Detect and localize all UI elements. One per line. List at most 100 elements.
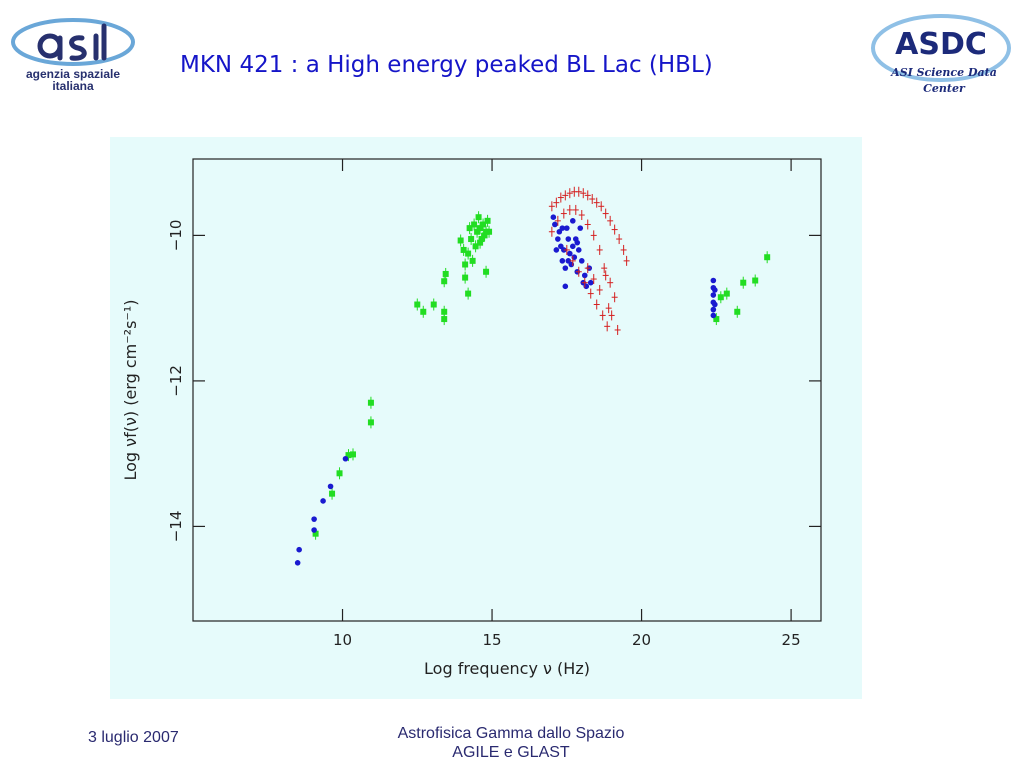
data-point-green — [414, 298, 421, 311]
data-point-red — [553, 197, 560, 208]
data-point-red — [604, 321, 611, 332]
asi-logo-orbit — [11, 18, 135, 66]
data-point-red — [584, 190, 591, 201]
x-axis-label: Log frequency ν (Hz) — [424, 659, 590, 678]
points-layer — [294, 186, 771, 566]
data-point-red — [599, 310, 606, 321]
data-point-green — [764, 251, 771, 264]
data-point-red — [611, 292, 618, 303]
data-point-green — [468, 233, 475, 246]
data-point-blue — [294, 559, 301, 566]
data-point-green — [430, 298, 437, 311]
y-tick-label: −14 — [167, 511, 185, 543]
data-point-red — [608, 310, 615, 321]
data-point-blue — [565, 236, 572, 242]
data-point-red — [601, 263, 608, 274]
data-point-green — [349, 448, 356, 461]
data-point-green — [442, 267, 449, 280]
asi-logo-letters — [37, 23, 107, 61]
data-point-green — [480, 218, 487, 231]
data-point-blue — [574, 239, 581, 246]
data-point-red — [557, 192, 564, 203]
data-point-red — [566, 204, 573, 215]
footer-course-line-1: Astrofisica Gamma dallo Spazio — [397, 725, 625, 742]
data-point-red — [569, 255, 576, 266]
data-point-green — [367, 416, 374, 429]
data-point-red — [602, 208, 609, 219]
data-point-red — [587, 288, 594, 299]
data-point-green — [723, 287, 730, 300]
data-point-red — [581, 277, 588, 288]
data-point-red — [575, 186, 582, 197]
data-point-green — [483, 265, 490, 278]
data-point-red — [560, 208, 567, 219]
footer-date: 3 luglio 2007 — [88, 729, 179, 746]
data-point-blue — [710, 306, 717, 313]
plot-frame — [192, 158, 822, 622]
data-point-red — [614, 324, 621, 335]
data-point-green — [478, 233, 485, 246]
data-point-red — [616, 234, 623, 245]
data-point-blue — [564, 225, 570, 231]
data-point-blue — [712, 301, 718, 308]
data-point-blue — [577, 225, 584, 231]
asi-logo-line-2: italiana — [52, 79, 94, 93]
data-point-blue — [559, 258, 566, 264]
data-point-blue — [296, 546, 302, 553]
x-tick-label: 25 — [782, 631, 801, 649]
data-point-blue — [587, 279, 594, 286]
data-point-red — [563, 244, 570, 255]
data-point-red — [602, 270, 609, 281]
data-point-red — [589, 194, 596, 205]
data-point-red — [593, 197, 600, 208]
data-point-blue — [575, 247, 582, 253]
data-point-green — [345, 449, 352, 462]
data-point-blue — [569, 243, 576, 250]
data-point-red — [548, 226, 555, 237]
data-point-green — [475, 211, 482, 224]
data-point-red — [590, 230, 597, 241]
footer-course: Astrofisica Gamma dallo Spazio AGILE e G… — [350, 724, 672, 762]
data-point-blue — [555, 236, 561, 242]
data-point-red — [611, 224, 618, 235]
footer-course-line-2: AGILE e GLAST — [452, 744, 570, 761]
y-axis-label: Log νf(ν) (erg cm⁻²s⁻¹) — [121, 299, 140, 480]
asi-logo: agenzia spaziale italiana — [11, 18, 135, 93]
data-point-blue — [320, 498, 326, 504]
data-point-red — [593, 299, 600, 310]
y-tick-label: −12 — [167, 365, 185, 397]
data-point-red — [554, 215, 561, 226]
data-point-green — [367, 396, 374, 409]
data-point-red — [572, 204, 579, 215]
data-point-green — [441, 313, 448, 326]
sed-plot-panel: 10 15 20 25 −10 −12 −14 Log frequency ν (Hz) L… — [110, 137, 862, 699]
data-point-red — [562, 190, 569, 201]
data-point-blue — [562, 265, 569, 271]
data-point-red — [596, 284, 603, 295]
data-point-blue — [710, 292, 717, 298]
data-point-green — [465, 247, 472, 260]
data-point-blue — [311, 527, 317, 533]
data-point-green — [460, 243, 467, 256]
data-point-green — [471, 218, 478, 231]
data-point-blue — [581, 272, 588, 279]
data-point-red — [620, 244, 627, 255]
data-point-blue — [710, 277, 717, 284]
data-point-red — [566, 188, 573, 199]
data-point-blue — [569, 218, 576, 224]
data-point-red — [584, 219, 591, 230]
data-point-green — [462, 258, 469, 271]
data-point-blue — [327, 483, 334, 490]
asi-logo-line-1: agenzia spaziale — [26, 67, 120, 81]
asdc-logo-line-2: Center — [923, 82, 966, 95]
data-point-red — [578, 210, 585, 221]
data-point-red — [590, 274, 597, 285]
data-point-blue — [710, 312, 717, 319]
asdc-logo-line-1: ASI Science Data — [890, 66, 997, 79]
data-point-green — [462, 271, 469, 284]
asdc-logo-orbit — [871, 14, 1011, 82]
data-point-red — [607, 215, 614, 226]
data-point-green — [740, 276, 747, 289]
data-point-blue — [562, 283, 569, 290]
data-point-blue — [342, 455, 349, 462]
